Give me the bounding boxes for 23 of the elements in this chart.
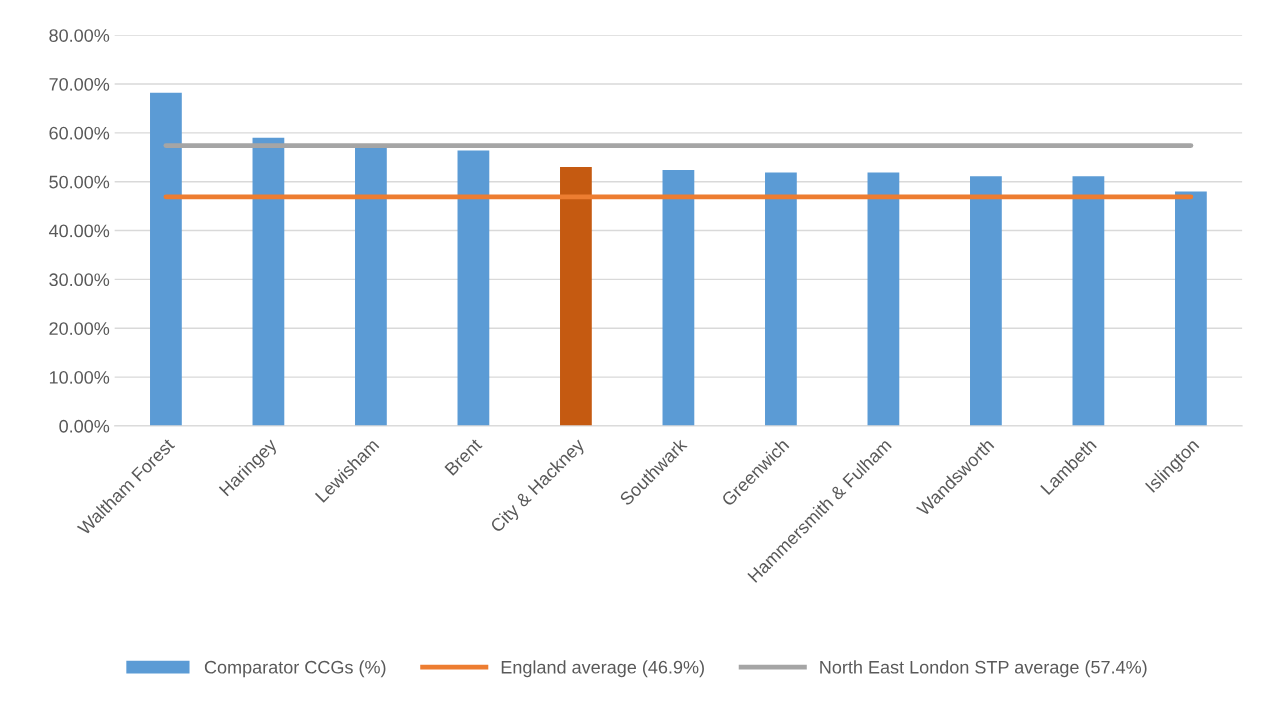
- y-tick-label: 20.00%: [49, 322, 110, 335]
- y-tick-label: 80.00%: [49, 29, 110, 42]
- y-tick-label: 70.00%: [49, 77, 110, 91]
- bar: [355, 146, 387, 426]
- bar: [1175, 191, 1207, 426]
- bar: [765, 172, 797, 426]
- bar: [970, 176, 1002, 426]
- y-tick-label: 30.00%: [49, 273, 110, 287]
- y-tick-label: 0.00%: [59, 419, 110, 433]
- legend-label: England average (46.9%): [501, 660, 704, 678]
- y-tick-label: 10.00%: [49, 371, 110, 384]
- bar: [457, 150, 490, 426]
- legend-label: North East London STP average (57.4%): [820, 660, 1147, 678]
- legend-label: Comparator CCGs (%): [204, 660, 386, 678]
- bar: [1072, 176, 1105, 426]
- bar: [150, 92, 182, 426]
- y-tick-label: 40.00%: [48, 224, 110, 238]
- bar: [252, 137, 285, 426]
- y-tick-label: 60.00%: [49, 126, 110, 140]
- y-tick-label: 50.00%: [49, 175, 110, 189]
- bar: [560, 167, 592, 426]
- bar: [867, 172, 900, 426]
- bar: [662, 170, 695, 426]
